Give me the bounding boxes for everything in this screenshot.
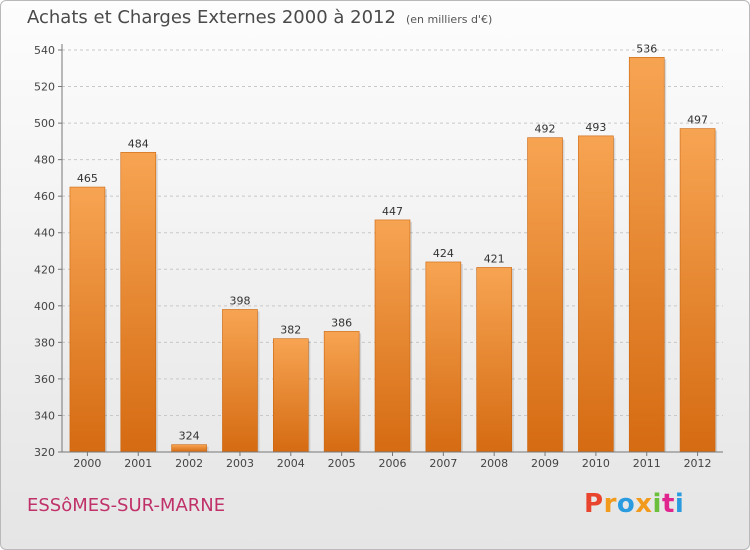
logo-letter: r	[603, 489, 617, 519]
bar-2006[interactable]	[374, 219, 411, 453]
data-label: 497	[687, 114, 708, 127]
x-tick-label: 2007	[429, 457, 457, 470]
chart-unit-label: (en milliers d'€)	[405, 13, 493, 26]
data-label: 492	[535, 123, 556, 136]
chart-title: Achats et Charges Externes 2000 à 2012 (e…	[27, 7, 492, 28]
data-label: 386	[331, 316, 352, 329]
y-tick-label: 400	[34, 300, 55, 313]
y-tick-label: 360	[34, 373, 55, 386]
y-tick-label: 420	[34, 263, 55, 276]
x-tick-label: 2001	[124, 457, 152, 470]
bar-2004[interactable]	[273, 338, 309, 453]
bar-2003[interactable]	[222, 309, 258, 453]
data-label: 536	[636, 42, 657, 55]
logo-letter: i	[652, 489, 662, 519]
x-tick-label: 2008	[480, 457, 508, 470]
logo-letter: x	[635, 489, 653, 519]
bars-layer: 465 484 324 398 382 386 447 424 421 492 493 536 497	[69, 42, 718, 453]
chart-title-text: Achats et Charges Externes 2000 à 2012	[27, 7, 396, 28]
y-tick-label: 440	[34, 227, 55, 240]
data-label: 424	[433, 247, 454, 260]
x-tick-label: 2012	[684, 457, 712, 470]
y-tick-label: 540	[34, 44, 55, 57]
y-tick-label: 320	[34, 446, 55, 459]
bar-2002[interactable]	[171, 444, 207, 453]
y-tick-label: 480	[34, 154, 55, 167]
data-label: 493	[585, 121, 606, 134]
bar-2005[interactable]	[323, 331, 360, 453]
bar-2010[interactable]	[578, 135, 614, 453]
x-tick-label: 2000	[73, 457, 101, 470]
bar-2001[interactable]	[120, 152, 157, 453]
proxiti-logo[interactable]: Proxiti	[584, 489, 684, 519]
logo-letter: i	[674, 489, 685, 519]
bar-2008[interactable]	[476, 267, 512, 453]
y-tick-label: 500	[34, 117, 55, 130]
data-label: 324	[179, 430, 200, 443]
y-tick-label: 340	[34, 409, 55, 422]
x-tick-label: 2006	[379, 457, 407, 470]
bar-2007[interactable]	[425, 261, 462, 453]
logo-letter: o	[616, 489, 636, 519]
bar-2000[interactable]	[69, 186, 106, 453]
y-tick-label: 380	[34, 336, 55, 349]
bar-2012[interactable]	[679, 128, 716, 453]
bar-2009[interactable]	[527, 137, 563, 453]
logo-letter: P	[584, 489, 604, 519]
data-label: 398	[229, 294, 250, 307]
data-label: 484	[128, 137, 149, 150]
x-tick-label: 2002	[175, 457, 203, 470]
axis-layer: 320 340 360 380 400 420 440 460 480 500 520 540 2000…	[34, 44, 723, 470]
x-tick-label: 2010	[582, 457, 610, 470]
data-label: 382	[280, 324, 301, 337]
x-tick-label: 2003	[226, 457, 254, 470]
bar-2011[interactable]	[628, 57, 665, 453]
x-tick-label: 2009	[531, 457, 559, 470]
x-tick-label: 2004	[277, 457, 305, 470]
data-label: 465	[77, 172, 98, 185]
y-tick-label: 520	[34, 81, 55, 94]
x-tick-label: 2005	[328, 457, 356, 470]
logo-letter: t	[661, 489, 675, 519]
x-tick-label: 2011	[633, 457, 661, 470]
data-label: 447	[382, 205, 403, 218]
city-name: ESSôMES-SUR-MARNE	[27, 495, 226, 516]
data-label: 421	[484, 252, 505, 265]
y-tick-label: 460	[34, 190, 55, 203]
